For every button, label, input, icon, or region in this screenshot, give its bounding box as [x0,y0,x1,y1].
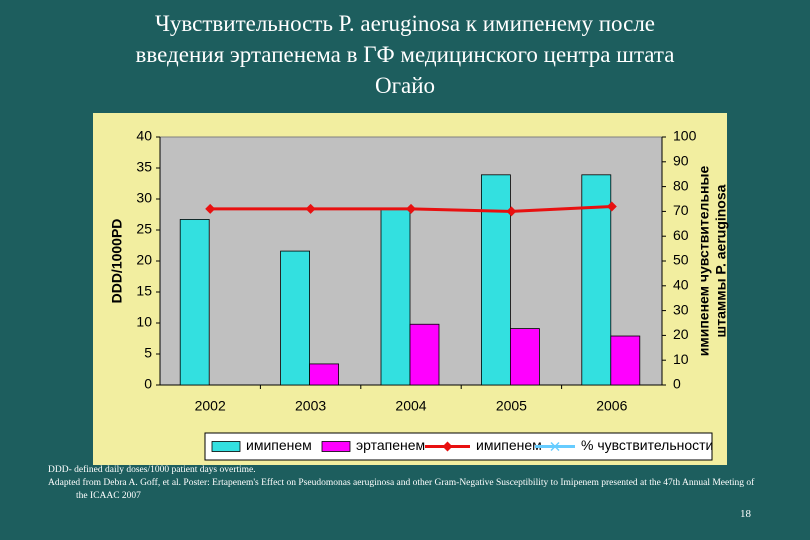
x-tick-label: 2006 [596,398,627,414]
y2-tick-label: 90 [673,153,689,169]
y2-tick-label: 50 [673,252,689,268]
bar [409,323,440,386]
y-tick-label: 5 [144,345,152,361]
x-tick-label: 2003 [295,398,326,414]
y2-tick-label: 0 [673,376,681,392]
slide-title: Чувствительность P. aeruginosa к имипене… [0,8,810,101]
y-tick-label: 15 [136,283,152,299]
y-tick-label: 35 [136,159,152,175]
y2-tick-label: 20 [673,326,689,342]
y2-axis-label: штаммы P. aeruginosa [713,184,729,337]
y-tick-label: 30 [136,190,152,206]
legend-marker [550,441,560,452]
marker [506,206,517,217]
x-tick-label: 2002 [195,398,226,414]
x-tick-label: 2004 [395,398,426,414]
y2-tick-label: 60 [673,227,689,243]
bar [610,335,641,386]
y2-axis-label: имипенем чувствительные [696,166,712,357]
y2-tick-label: 70 [673,202,689,218]
notes: DDD- defined daily doses/1000 patient da… [48,464,768,503]
note: DDD- defined daily doses/1000 patient da… [48,465,256,475]
legend-marker [442,441,453,452]
y2-tick-label: 30 [673,301,689,317]
y-tick-label: 20 [136,252,152,268]
y2-tick-label: 40 [673,277,689,293]
marker [406,203,416,214]
bar [581,174,612,386]
legend-label: % чувствительности [581,437,713,453]
y2-tick-label: 100 [673,128,697,144]
legend-label: эртапенем [356,437,425,453]
bar [309,363,340,386]
legend-label: имипенем [476,437,542,453]
legend-swatch [321,441,351,452]
x-tick-label: 2005 [496,398,527,414]
y-tick-label: 10 [136,314,152,330]
page-number: 18 [740,508,751,520]
bar [480,174,511,386]
legend-swatch [211,441,241,452]
bar [509,328,540,386]
y-tick-label: 0 [144,376,152,392]
marker [305,203,316,214]
bar [179,219,210,386]
y-tick-label: 40 [136,128,152,144]
note: Adapted from Debra A. Goff, et al. Poste… [48,478,755,501]
y-tick-label: 25 [136,221,152,237]
marker [606,201,617,212]
y2-tick-label: 80 [673,177,689,193]
marker [205,203,216,214]
legend-label: имипенем [246,437,312,453]
bar [380,208,411,386]
title-line: Огайо [374,73,436,98]
y-axis-label: DDD/1000PD [109,219,125,304]
title-line: введения эртапенема в ГФ медицинского це… [135,42,675,67]
bar [280,250,311,386]
y2-tick-label: 10 [673,351,689,367]
title-line: Чувствительность P. aeruginosa к имипене… [154,11,656,36]
